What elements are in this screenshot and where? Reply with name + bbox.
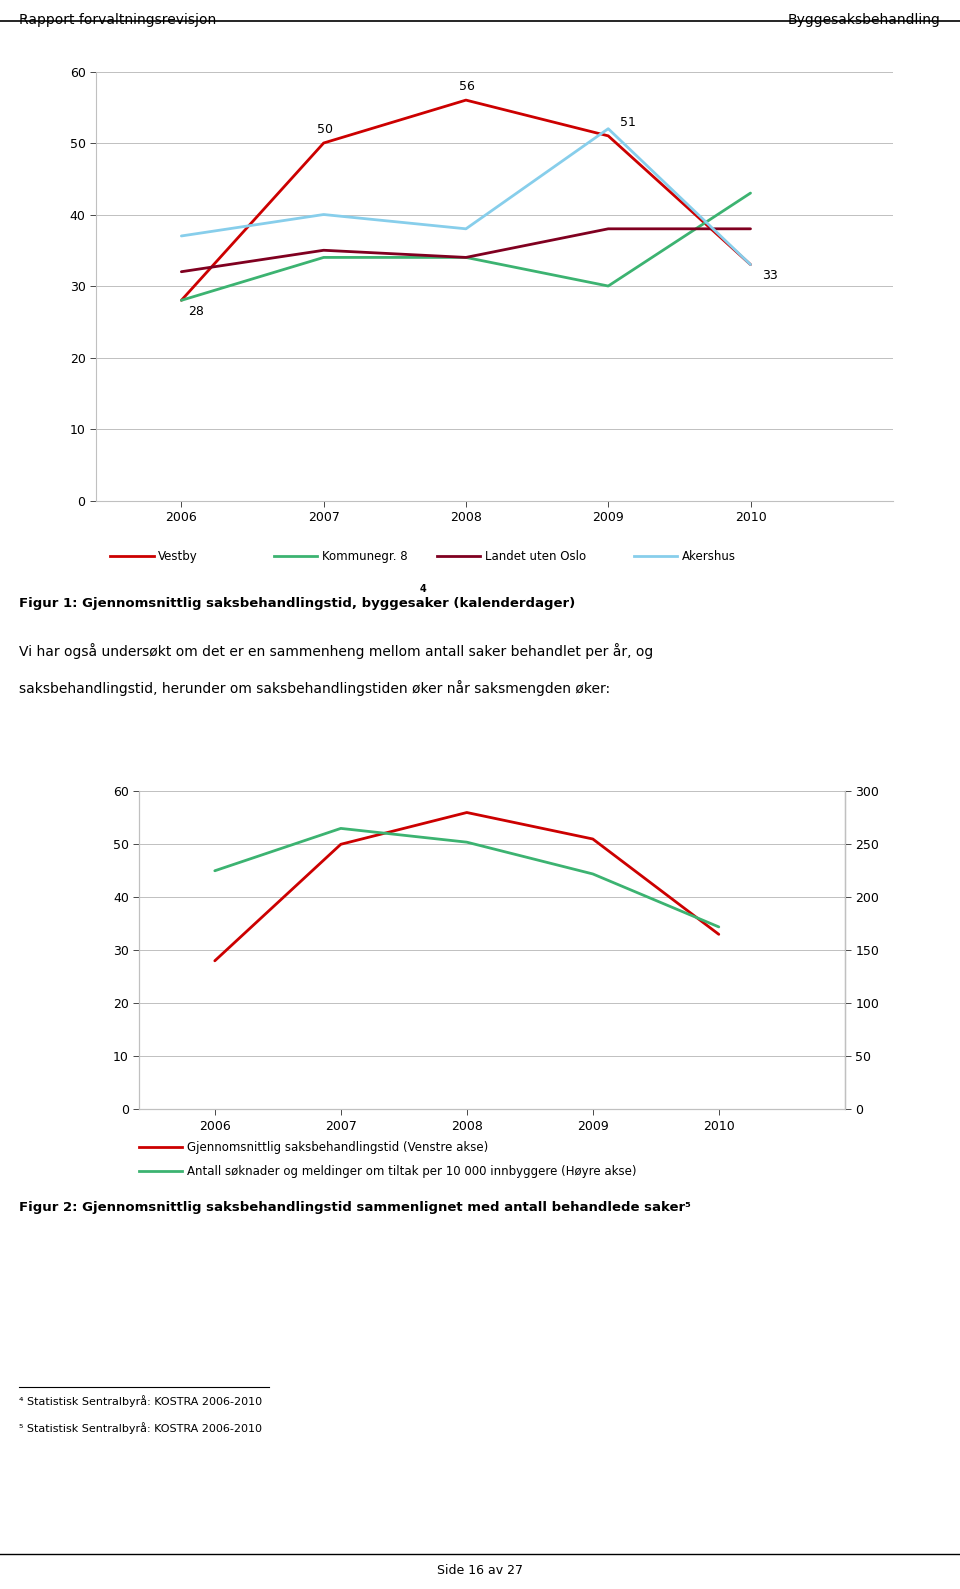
Text: 33: 33 [762, 270, 778, 283]
Text: Vi har også undersøkt om det er en sammenheng mellom antall saker behandlet per : Vi har også undersøkt om det er en samme… [19, 644, 654, 659]
Text: Akershus: Akershus [682, 550, 735, 563]
Text: 28: 28 [188, 305, 204, 318]
Text: Vestby: Vestby [158, 550, 198, 563]
Text: 50: 50 [317, 122, 332, 135]
Text: ⁵ Statistisk Sentralbyrå: KOSTRA 2006-2010: ⁵ Statistisk Sentralbyrå: KOSTRA 2006-20… [19, 1422, 262, 1433]
Text: saksbehandlingstid, herunder om saksbehandlingstiden øker når saksmengden øker:: saksbehandlingstid, herunder om saksbeha… [19, 680, 611, 696]
Text: Kommunegr. 8: Kommunegr. 8 [322, 550, 407, 563]
Text: Figur 1: Gjennomsnittlig saksbehandlingstid, byggesaker (kalenderdager): Figur 1: Gjennomsnittlig saksbehandlings… [19, 597, 580, 610]
Text: Byggesaksbehandling: Byggesaksbehandling [788, 13, 941, 27]
Text: Rapport forvaltningsrevisjon: Rapport forvaltningsrevisjon [19, 13, 216, 27]
Text: Gjennomsnittlig saksbehandlingstid (Venstre akse): Gjennomsnittlig saksbehandlingstid (Vens… [187, 1141, 489, 1154]
Text: 51: 51 [619, 116, 636, 129]
Text: ⁴ Statistisk Sentralbyrå: KOSTRA 2006-2010: ⁴ Statistisk Sentralbyrå: KOSTRA 2006-20… [19, 1395, 262, 1406]
Text: 56: 56 [459, 79, 474, 92]
Text: Figur 2: Gjennomsnittlig saksbehandlingstid sammenlignet med antall behandlede s: Figur 2: Gjennomsnittlig saksbehandlings… [19, 1201, 691, 1214]
Text: Landet uten Oslo: Landet uten Oslo [485, 550, 586, 563]
Text: Side 16 av 27: Side 16 av 27 [437, 1564, 523, 1576]
Text: Antall søknader og meldinger om tiltak per 10 000 innbyggere (Høyre akse): Antall søknader og meldinger om tiltak p… [187, 1165, 636, 1177]
Text: 4: 4 [420, 585, 427, 594]
